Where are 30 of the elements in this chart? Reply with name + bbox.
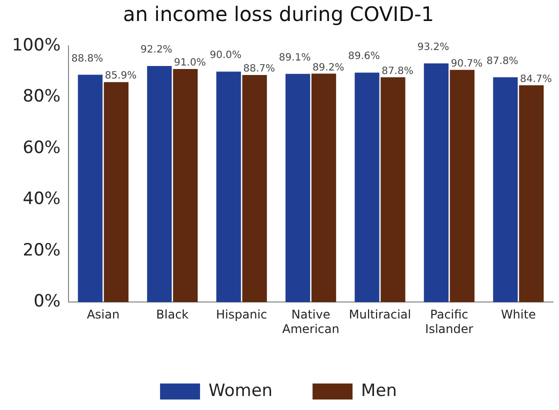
legend-label: Men (361, 380, 397, 401)
data-label: 85.9% (104, 70, 137, 82)
data-label: 88.8% (71, 53, 104, 64)
y-tick-label: 0% (34, 292, 61, 312)
y-tick-label: 60% (22, 138, 61, 158)
data-label: 90.7% (450, 58, 483, 70)
data-label: 84.7% (520, 74, 552, 85)
data-label: 89.2% (312, 62, 344, 74)
data-label: 87.8% (486, 56, 518, 67)
data-label: 91.0% (174, 58, 206, 69)
data-label: 92.2% (140, 44, 172, 56)
y-tick-label: 20% (22, 240, 61, 260)
x-tick-label: Pacific Islander (425, 308, 474, 336)
legend-label: Women (208, 380, 273, 401)
y-tick-label: 100% (12, 35, 61, 56)
x-tick-label: Native American (282, 308, 340, 336)
chart-title: an income loss during COVID-1 (122, 2, 434, 26)
data-label: 89.6% (348, 51, 380, 62)
x-tick-label: Multiracial (348, 308, 412, 322)
x-tick-label: Hispanic (216, 308, 268, 322)
data-label: 93.2% (417, 42, 450, 54)
y-tick-label: 40% (22, 189, 61, 210)
x-tick-label: Asian (86, 308, 120, 322)
x-tick-label: Black (156, 308, 189, 322)
data-label: 87.8% (382, 66, 414, 77)
data-label: 89.1% (278, 52, 311, 64)
data-label: 90.0% (210, 50, 242, 62)
x-tick-label: White (500, 308, 536, 322)
data-label: 88.7% (243, 64, 276, 75)
y-tick-label: 80% (22, 86, 61, 107)
